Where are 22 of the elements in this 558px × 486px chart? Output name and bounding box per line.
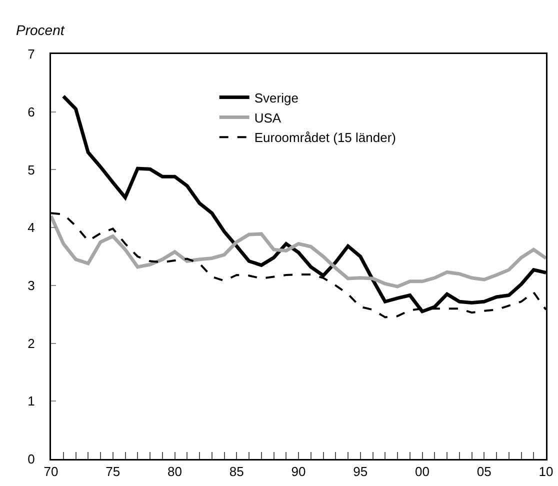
y-tick-label: 1 <box>28 394 35 409</box>
y-axis-title: Procent <box>16 22 66 38</box>
x-tick-label: 90 <box>291 464 306 480</box>
y-tick-label: 3 <box>28 278 35 293</box>
x-tick-label: 05 <box>476 464 492 480</box>
y-tick-label: 4 <box>28 220 35 236</box>
x-tick-label: 00 <box>415 464 430 480</box>
line-series <box>51 214 546 288</box>
x-tick-label: 85 <box>229 464 244 480</box>
legend-label: Euroområdet (15 länder) <box>254 130 396 146</box>
legend-label: USA <box>254 110 282 126</box>
x-tick-label: 70 <box>44 464 58 480</box>
y-tick-label: 0 <box>28 452 35 467</box>
x-tick-label: 10 <box>538 464 554 480</box>
y-tick-label: 5 <box>28 162 35 178</box>
legend-label: Sverige <box>254 90 298 106</box>
y-tick-label: 2 <box>28 336 35 351</box>
x-tick-label: 95 <box>353 464 368 480</box>
x-tick-label: 80 <box>168 464 182 480</box>
y-tick-label: 7 <box>28 46 35 62</box>
x-tick-label: 75 <box>106 464 120 480</box>
y-tick-label: 6 <box>28 104 35 120</box>
